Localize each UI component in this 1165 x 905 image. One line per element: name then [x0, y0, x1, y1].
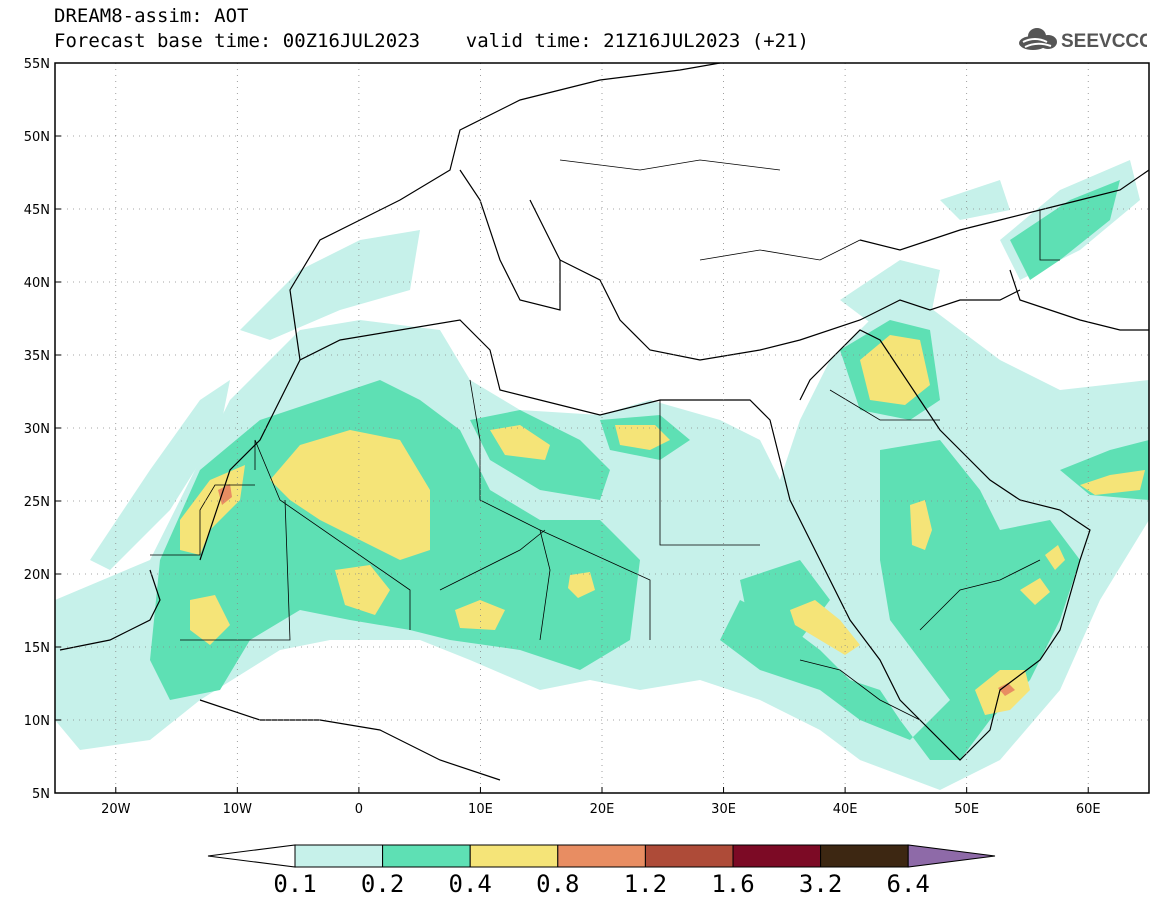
latitude-labels: 55N 50N 45N 40N 35N 30N 25N 20N 15N 10N 5N [24, 57, 50, 802]
lon-tick-label: 20E [590, 802, 615, 817]
colorbar-label: 0.2 [360, 870, 405, 898]
colorbar [207, 844, 996, 868]
lat-tick-label: 30N [24, 422, 50, 437]
colorbar-swatch [820, 844, 909, 868]
lat-tick-label: 25N [24, 495, 50, 510]
colorbar-swatch [644, 844, 734, 868]
lon-tick-label: 30E [711, 802, 736, 817]
colorbar-label: 0.4 [448, 870, 492, 898]
cloud-icon [1019, 28, 1057, 50]
colorbar-label: 0.8 [536, 870, 580, 898]
lon-tick-label: 10E [468, 802, 493, 817]
colorbar-label: 1.6 [711, 870, 755, 898]
lat-tick-label: 10N [24, 714, 50, 729]
seevccc-logo: SEEVCCC [1019, 28, 1147, 52]
forecast-time-line: Forecast base time: 00Z16JUL2023 valid t… [54, 30, 809, 52]
lon-tick-label: 60E [1076, 802, 1101, 817]
colorbar-label: 6.4 [886, 870, 930, 898]
lat-tick-label: 50N [24, 130, 50, 145]
graticule [55, 63, 1149, 793]
colorbar-label: 3.2 [798, 870, 843, 898]
colorbar-swatch [382, 844, 471, 868]
lat-tick-label: 20N [24, 568, 50, 583]
colorbar-label: 1.2 [623, 870, 668, 898]
lat-tick-label: 5N [32, 787, 50, 802]
lat-tick-label: 45N [24, 203, 50, 218]
lat-tick-label: 55N [24, 57, 50, 72]
map-title: DREAM8-assim: AOT [54, 5, 249, 27]
logo-text: SEEVCCC [1061, 31, 1147, 52]
colorbar-over-triangle [907, 844, 996, 868]
colorbar-label: 0.1 [273, 870, 317, 898]
colorbar-swatch [732, 844, 822, 868]
colorbar-under-triangle [207, 844, 296, 868]
lon-tick-label: 50E [954, 802, 979, 817]
lon-tick-label: 40E [833, 802, 858, 817]
aot-field-0.8 [218, 484, 1015, 696]
longitude-labels: 20W 10W 0 10E 20E 30E 40E 50E 60E [101, 802, 1101, 817]
lon-tick-label: 10W [223, 802, 253, 817]
country-borders [150, 159, 1060, 721]
lat-tick-label: 15N [24, 641, 50, 656]
lon-tick-label: 20W [101, 802, 131, 817]
colorbar-swatch [557, 844, 646, 868]
colorbar-swatch [469, 844, 559, 868]
lon-tick-label: 0 [355, 802, 363, 817]
lat-tick-label: 40N [24, 276, 50, 291]
lat-tick-label: 35N [24, 349, 50, 364]
colorbar-swatch [294, 844, 384, 868]
